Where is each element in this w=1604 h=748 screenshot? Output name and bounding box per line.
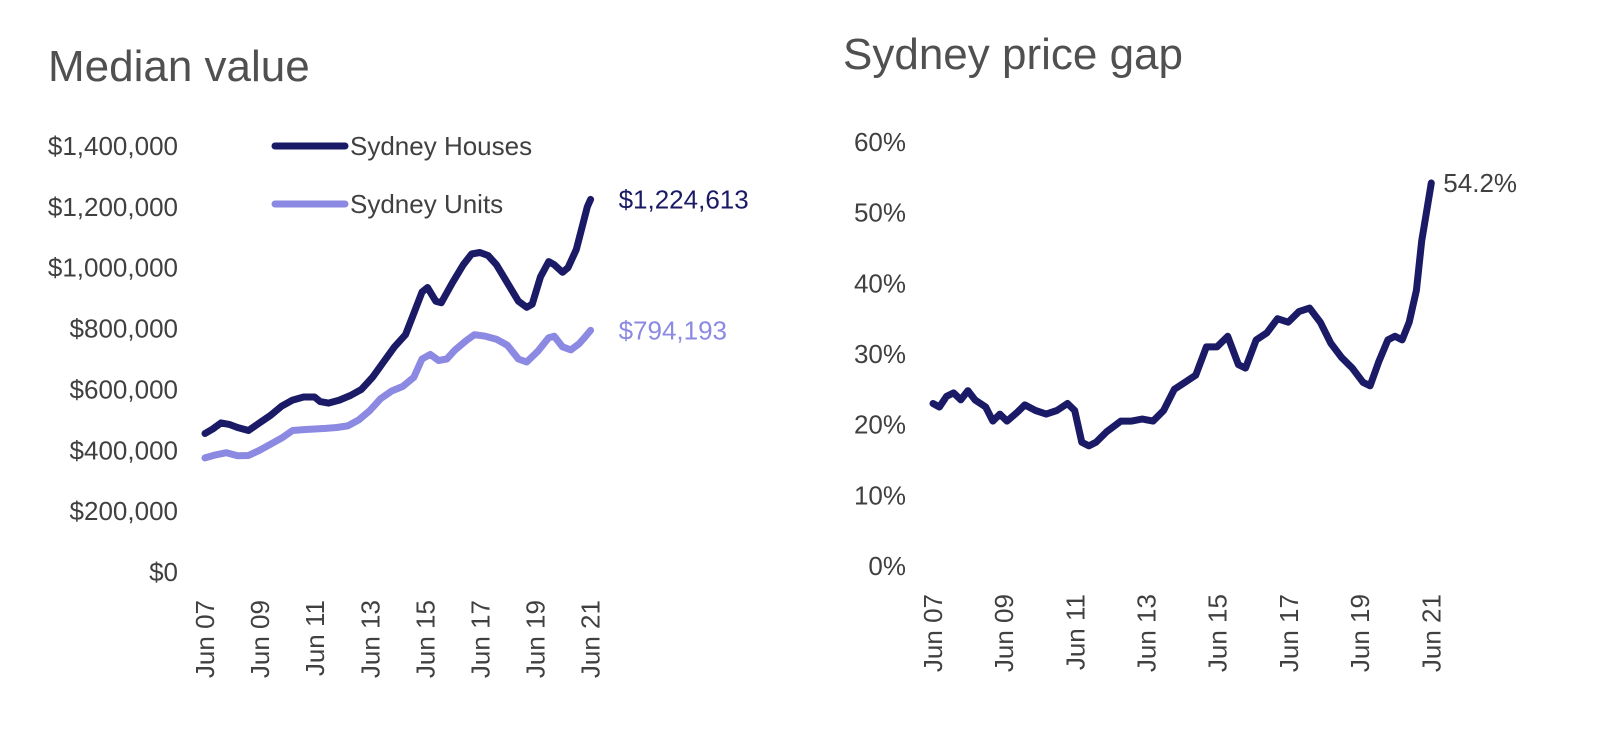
y-tick-label-10: 10% — [854, 480, 906, 510]
y-tick-label-60: 60% — [854, 127, 906, 157]
x-tick-label-jun-09: Jun 09 — [989, 594, 1019, 672]
y-tick-label-20: 20% — [854, 410, 906, 440]
end-label-series-0: 54.2% — [1443, 168, 1517, 198]
chart-title-price-gap: Sydney price gap — [843, 30, 1183, 79]
median-value-chart: $0 $200,000 $400,000 $600,000 $800,000 $1,000… — [48, 131, 749, 678]
y-tick-label-0: $0 — [149, 557, 178, 587]
series-line-sydney-houses — [201, 195, 595, 437]
x-tick-label-jun-17: Jun 17 — [465, 600, 495, 678]
x-tick-label-jun-21: Jun 21 — [576, 600, 606, 678]
end-label-sydney-units: $794,193 — [619, 315, 727, 345]
x-tick-label-jun-13: Jun 13 — [1132, 594, 1162, 672]
y-tick-label-30: 30% — [854, 339, 906, 369]
x-tick-label-jun-13: Jun 13 — [355, 600, 385, 678]
x-tick-label-jun-19: Jun 19 — [521, 600, 551, 678]
price-gap-chart: 0% 10% 20% 30% 40% 50% 60% Jun 07 Jun 09 Jun 11 Ju… — [854, 127, 1517, 672]
y-tick-label-50: 50% — [854, 198, 906, 228]
series-line-sydney-units — [201, 326, 595, 462]
x-tick-label-jun-21: Jun 21 — [1416, 594, 1446, 672]
y-tick-label-40: 40% — [854, 268, 906, 298]
y-tick-label-600-000: $600,000 — [70, 374, 178, 404]
x-tick-label-jun-19: Jun 19 — [1345, 594, 1375, 672]
y-tick-label-800-000: $800,000 — [70, 314, 178, 344]
x-tick-label-jun-15: Jun 15 — [1203, 594, 1233, 672]
x-tick-label-jun-11: Jun 11 — [1060, 594, 1090, 670]
y-tick-label-1-400-000: $1,400,000 — [48, 131, 178, 161]
x-tick-label-jun-09: Jun 09 — [245, 600, 275, 678]
x-tick-label-jun-07: Jun 07 — [918, 594, 948, 672]
legend-label-sydney-units: Sydney Units — [350, 189, 503, 219]
x-tick-label-jun-17: Jun 17 — [1274, 594, 1304, 672]
y-tick-label-1-000-000: $1,000,000 — [48, 253, 178, 283]
end-label-sydney-houses: $1,224,613 — [619, 184, 749, 214]
y-tick-label-1-200-000: $1,200,000 — [48, 192, 178, 222]
x-tick-label-jun-07: Jun 07 — [190, 600, 220, 678]
y-tick-label-200-000: $200,000 — [70, 496, 178, 526]
chart-title-median-value: Median value — [48, 42, 310, 91]
series-line-series-0 — [929, 179, 1435, 450]
x-tick-label-jun-15: Jun 15 — [410, 600, 440, 678]
y-tick-label-0: 0% — [868, 551, 906, 581]
y-tick-label-400-000: $400,000 — [70, 435, 178, 465]
x-tick-label-jun-11: Jun 11 — [300, 600, 330, 676]
legend-label-sydney-houses: Sydney Houses — [350, 131, 532, 161]
